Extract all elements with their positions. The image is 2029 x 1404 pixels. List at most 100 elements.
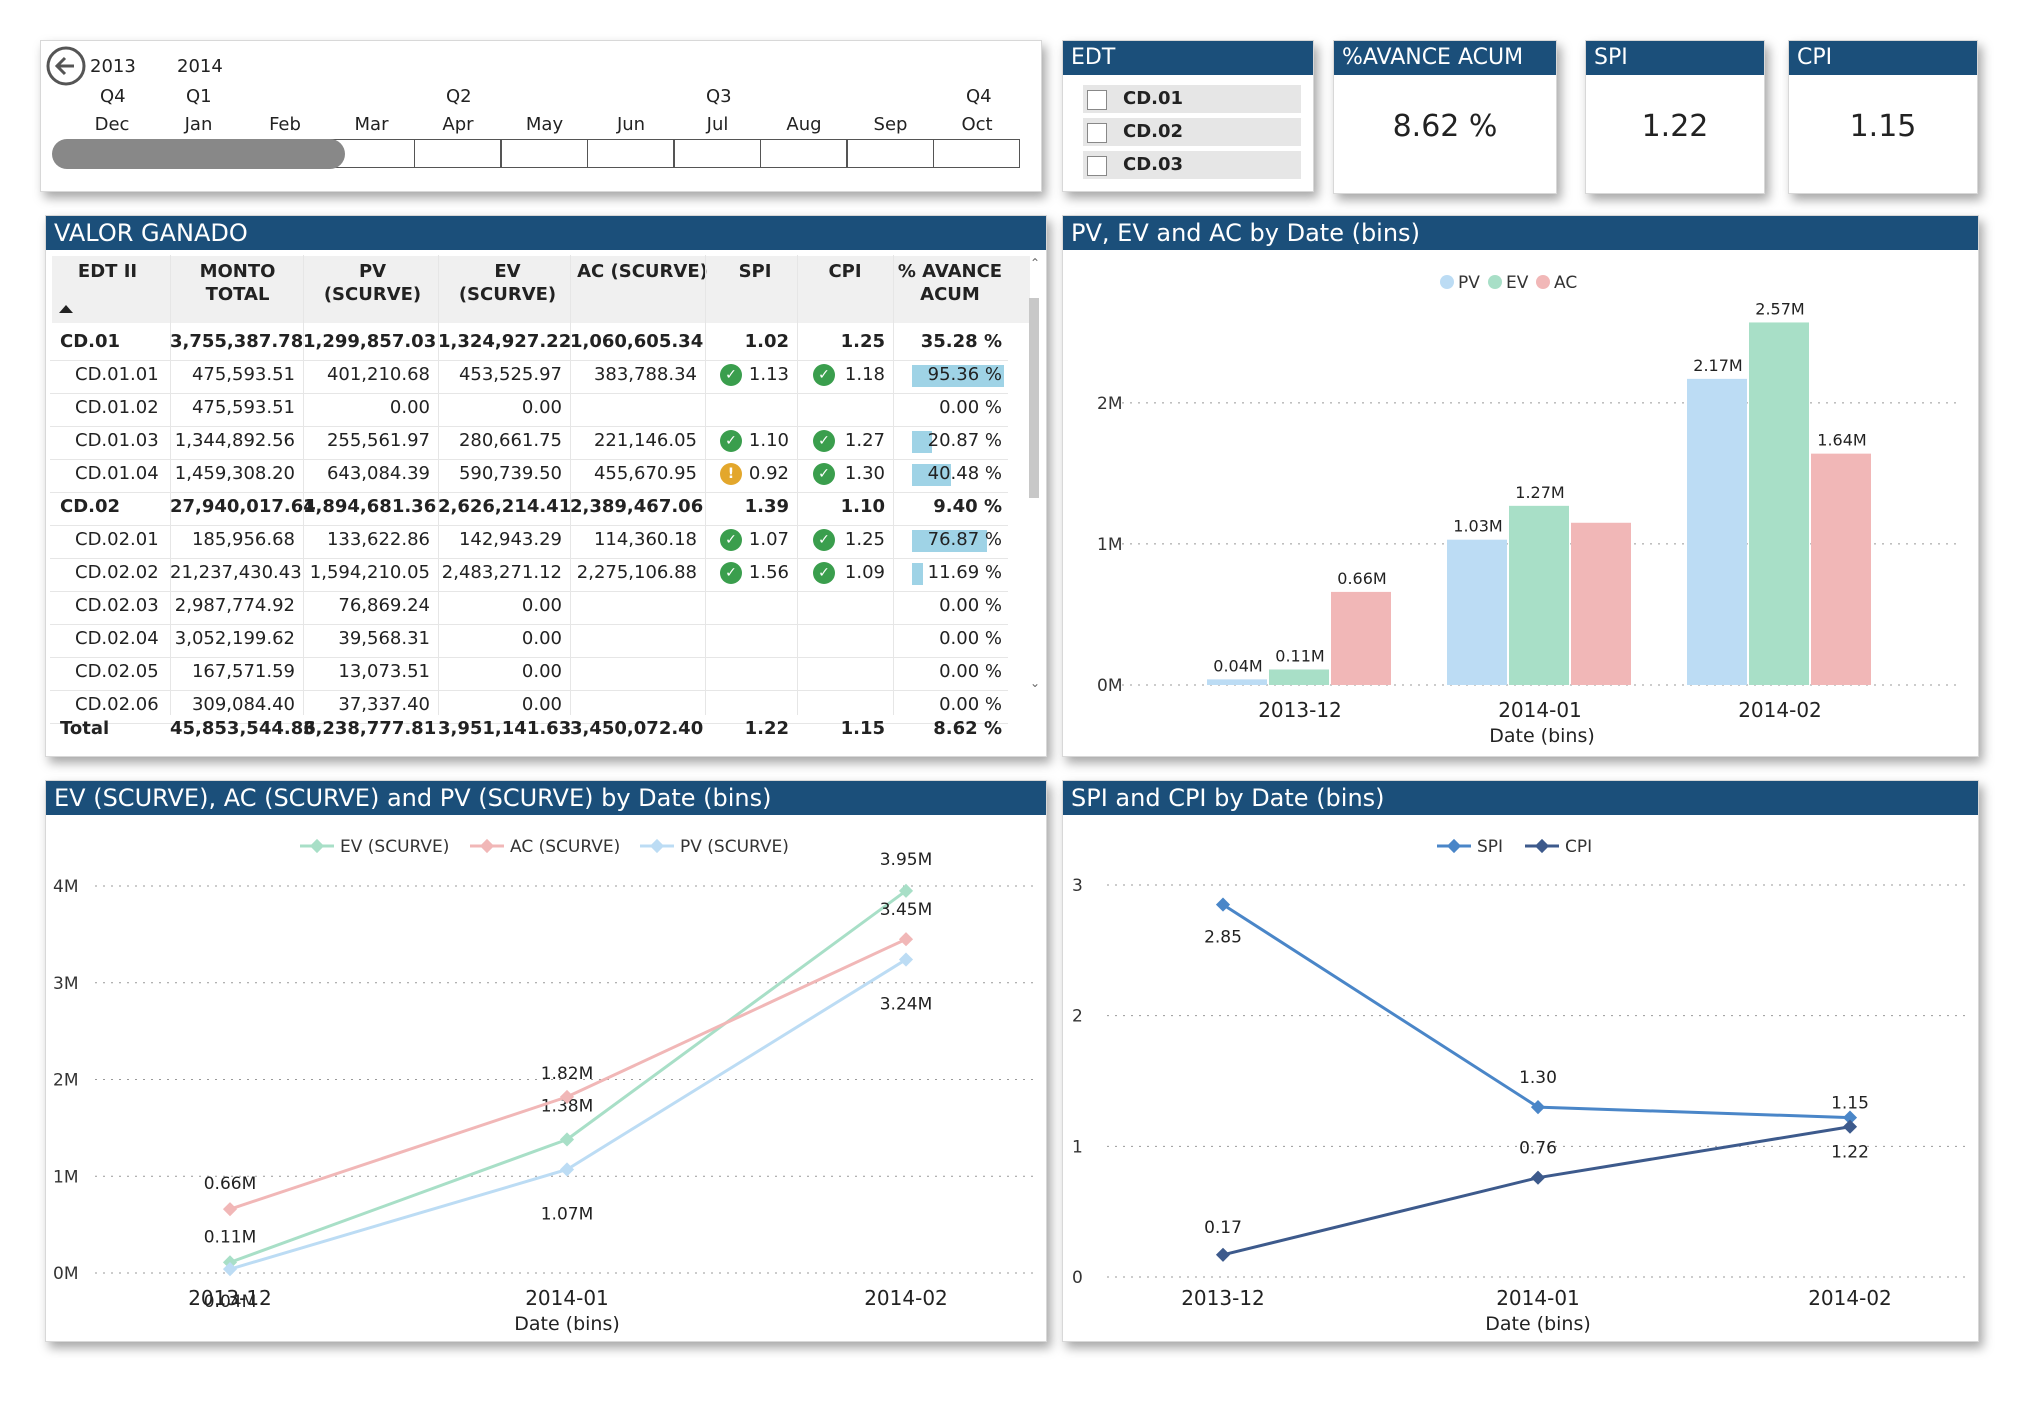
kpi-value: 8.62 % — [1392, 109, 1498, 144]
timeline-quarter: Q4 — [100, 86, 126, 107]
timeline-month-label: Apr — [442, 114, 474, 135]
column-header-avance[interactable]: % AVANCE ACUM — [897, 261, 1003, 305]
column-divider — [705, 255, 706, 715]
column-divider — [303, 255, 304, 715]
table-cell-avance: 95.36 % — [927, 364, 1002, 385]
table-cell-pv: 39,568.31 — [338, 628, 430, 649]
vertical-scrollbar[interactable]: ⌃ ⌄ — [1029, 256, 1041, 690]
legend-label: EV — [1506, 273, 1529, 293]
data-label: 0.04M — [1213, 656, 1262, 675]
back-arrow-icon[interactable] — [46, 46, 86, 86]
data-label: 2.17M — [1693, 356, 1742, 375]
x-tick-label: 2014-02 — [1808, 1286, 1892, 1310]
check-circle-icon: ✓ — [720, 529, 742, 551]
column-divider — [170, 255, 171, 715]
kpi-card-cpi: CPI 1.15 — [1788, 40, 1978, 194]
progress-bar — [912, 365, 1005, 387]
legend-label: AC — [1554, 273, 1577, 293]
table-cell-avance: 0.00 % — [939, 661, 1002, 682]
x-tick-label: 2014-02 — [1738, 698, 1822, 722]
timeline-month-cell[interactable] — [414, 139, 501, 168]
table-cell-avance: 0.00 % — [939, 397, 1002, 418]
checkbox[interactable] — [1087, 123, 1107, 143]
kpi-value: 1.15 — [1849, 109, 1917, 144]
table-cell-pv: 1,299,857.03 — [303, 331, 437, 352]
timeline-month-cell[interactable] — [500, 139, 588, 168]
timeline-month-cell[interactable] — [673, 139, 761, 168]
timeline-year: 2013 — [90, 56, 136, 77]
table-cell-spi: 1.56 — [748, 562, 789, 583]
table-title: VALOR GANADO — [46, 216, 1046, 250]
check-circle-icon: ✓ — [720, 562, 742, 584]
column-header-ev[interactable]: EV (SCURVE) — [458, 261, 557, 305]
data-label: 1.07M — [541, 1204, 594, 1224]
table-cell-monto: 2,987,774.92 — [174, 595, 295, 616]
table-cell-ev: 0.00 — [521, 595, 562, 616]
progress-bar — [912, 530, 987, 552]
table-cell-ev: 280,661.75 — [458, 430, 562, 451]
row-divider — [50, 459, 1008, 460]
column-header-monto[interactable]: MONTO TOTAL — [199, 261, 276, 305]
table-cell-ev: 453,525.97 — [458, 364, 562, 385]
table-cell-edt: CD.02.05 — [75, 661, 159, 682]
legend-label: AC (SCURVE) — [510, 837, 620, 857]
timeline-quarter: Q3 — [706, 86, 732, 107]
edt-slicer-title: EDT — [1063, 41, 1313, 75]
bar — [1811, 453, 1871, 685]
row-divider — [50, 624, 1008, 625]
edt-item-cd02[interactable]: CD.02 — [1083, 118, 1301, 146]
column-header-spi[interactable]: SPI — [738, 261, 772, 282]
table-cell-monto: 167,571.59 — [191, 661, 295, 682]
data-point — [898, 932, 914, 947]
timeline-month-cell[interactable] — [846, 139, 934, 168]
table-cell-edt: CD.02.06 — [75, 694, 159, 715]
column-header-edt[interactable]: EDT II — [77, 261, 138, 282]
bar — [1269, 669, 1329, 685]
data-label: 1.15 — [1831, 1094, 1869, 1114]
table-cell-ac: 455,670.95 — [593, 463, 697, 484]
edt-item-cd03[interactable]: CD.03 — [1083, 151, 1301, 179]
table-cell-edt: CD.02.04 — [75, 628, 159, 649]
table-cell-edt: CD.02.03 — [75, 595, 159, 616]
checkbox[interactable] — [1087, 90, 1107, 110]
table-cell-ac: 2,275,106.88 — [576, 562, 697, 583]
column-header-pv[interactable]: PV (SCURVE) — [323, 261, 422, 305]
data-label: 0.04M — [204, 1292, 257, 1312]
x-axis-label: Date (bins) — [514, 1313, 620, 1335]
data-label: 3.95M — [880, 850, 933, 870]
row-divider — [50, 492, 1008, 493]
timeline-month-cell[interactable] — [587, 139, 674, 168]
table-cell-pv: 1,594,210.05 — [309, 562, 430, 583]
column-header-cpi[interactable]: CPI — [828, 261, 862, 282]
edt-item-cd01[interactable]: CD.01 — [1083, 85, 1301, 113]
timeline-selection-handle[interactable] — [52, 139, 345, 169]
data-point — [1215, 1247, 1231, 1262]
kpi-card-spi: SPI 1.22 — [1585, 40, 1765, 194]
timeline-month-label: Jun — [616, 114, 646, 135]
table-cell-avance: 76.87 % — [927, 529, 1002, 550]
table-cell-pv: 133,622.86 — [326, 529, 430, 550]
table-cell-pv: 643,084.39 — [326, 463, 430, 484]
timeline-month-cell[interactable] — [760, 139, 847, 168]
table-cell-edt: CD.02.01 — [75, 529, 159, 550]
table-cell-edt: CD.02 — [60, 496, 121, 517]
checkbox[interactable] — [1087, 156, 1107, 176]
x-tick-label: 2013-12 — [1181, 1286, 1265, 1310]
column-header-ac[interactable]: AC (SCURVE) — [577, 261, 708, 282]
sort-ascending-icon[interactable] — [59, 305, 73, 313]
data-point — [1842, 1119, 1858, 1134]
check-circle-icon: ✓ — [813, 430, 835, 452]
table-cell-avance: 0.00 % — [939, 595, 1002, 616]
scrollbar-thumb[interactable] — [1029, 298, 1039, 498]
table-cell-avance: 0.00 % — [939, 694, 1002, 715]
table-cell-cpi: 1.27 — [844, 430, 885, 451]
warning-circle-icon: ! — [720, 463, 742, 485]
data-label: 0.17 — [1204, 1218, 1242, 1238]
timeline-quarter: Q4 — [966, 86, 992, 107]
legend-swatch — [1536, 275, 1550, 289]
timeline-month-cell[interactable] — [933, 139, 1020, 168]
x-tick-label: 2014-02 — [864, 1286, 948, 1310]
x-tick-label: 2014-01 — [525, 1286, 609, 1310]
data-label: 1.30 — [1519, 1068, 1557, 1088]
table-cell-ac: 221,146.05 — [593, 430, 697, 451]
